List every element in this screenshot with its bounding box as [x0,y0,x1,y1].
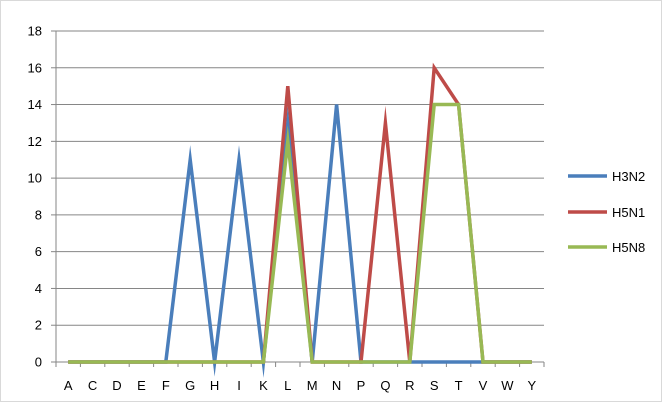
y-tick-label-8: 8 [35,207,42,222]
y-tick-label-2: 2 [35,318,42,333]
x-tick-label-G: G [185,378,195,393]
x-tick-label-A: A [64,378,73,393]
y-axis-ticks: 0 2 4 6 8 10 12 14 16 18 [28,24,56,370]
x-tick-label-W: W [501,378,514,393]
gridlines [56,30,544,326]
x-tick-label-M: M [307,378,318,393]
legend-label-h5n1: H5N1 [612,205,645,220]
x-tick-label-S: S [430,378,439,393]
y-tick-label-6: 6 [35,244,42,259]
x-tick-label-H: H [210,378,219,393]
y-tick-label-18: 18 [28,24,42,39]
x-tick-label-Y: Y [527,378,536,393]
x-tick-label-F: F [162,378,170,393]
y-tick-label-16: 16 [28,60,42,75]
x-tick-label-T: T [455,378,463,393]
y-tick-label-4: 4 [35,281,42,296]
y-tick-label-10: 10 [28,171,42,186]
x-tick-label-P: P [357,378,366,393]
series-line-h5n8 [68,102,532,364]
legend-label-h3n2: H3N2 [612,169,645,184]
x-tick-label-Q: Q [380,378,390,393]
x-tick-label-R: R [405,378,414,393]
x-tick-label-N: N [332,378,341,393]
x-tick-label-C: C [88,378,97,393]
x-tick-label-L: L [284,378,291,393]
x-tick-label-K: K [259,378,268,393]
legend: H3N2 H5N1 H5N8 [568,169,645,255]
x-tick-label-V: V [479,378,488,393]
x-tick-label-E: E [137,378,146,393]
axes [55,31,544,363]
series-lines [68,62,532,378]
y-tick-label-0: 0 [35,355,42,370]
x-tick-label-D: D [112,378,121,393]
x-tick-label-I: I [237,378,241,393]
y-tick-label-12: 12 [28,134,42,149]
legend-label-h5n8: H5N8 [612,240,645,255]
y-tick-label-14: 14 [28,97,42,112]
